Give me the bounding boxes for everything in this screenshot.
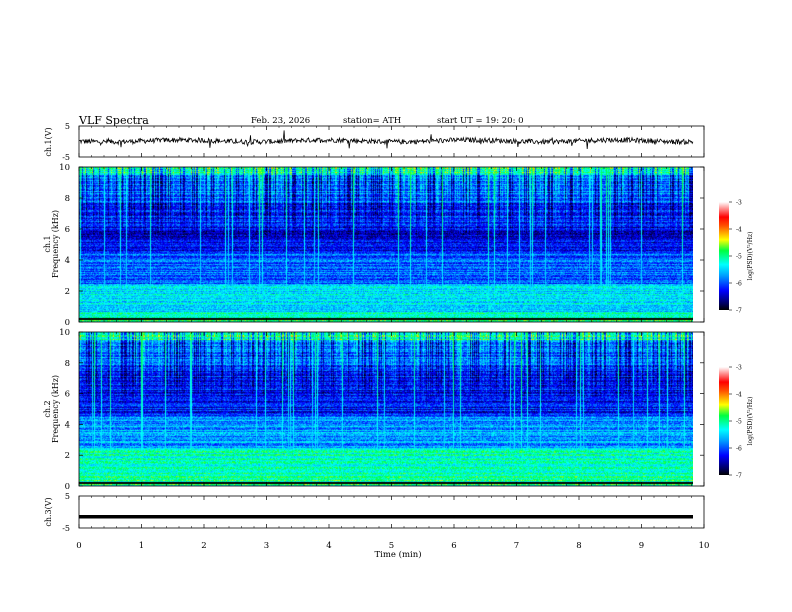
ch3-ylabel: ch.3(V) — [44, 497, 53, 526]
ch3-ytick-bottom: -5 — [62, 524, 70, 533]
date-label: Feb. 23, 2026 — [251, 116, 310, 126]
x-tick-label: 0 — [76, 541, 81, 551]
ch1-ytick-bottom: -5 — [62, 153, 70, 162]
freq-tick-label: 0 — [65, 318, 70, 328]
freq-tick-label: 4 — [65, 420, 70, 430]
colorbar-tick-label: -5 — [736, 419, 742, 426]
freq-tick-label: 2 — [65, 287, 70, 297]
freq-tick-label: 4 — [65, 256, 70, 266]
colorbar-tick-label: -4 — [736, 392, 742, 399]
freq-tick-label: 6 — [65, 390, 70, 400]
ch3-ytick-top: 5 — [65, 492, 70, 501]
colorbar-tick-label: -4 — [736, 227, 742, 234]
station-label: station= ATH — [343, 116, 401, 126]
x-tick-label: 4 — [326, 541, 331, 551]
colorbar-tick-label: -7 — [736, 308, 742, 315]
ch2-colorbar-label: log(PSD)(V²/Hz) — [747, 397, 754, 446]
x-tick-label: 5 — [389, 541, 394, 551]
ch3-waveform-panel: 5 -5 ch.3(V) — [44, 492, 705, 533]
x-axis-label: Time (min) — [374, 549, 421, 560]
freq-tick-label: 0 — [65, 482, 70, 492]
ch2-spectrogram-panel: 0 2 4 6 8 10 ch.2 Frequency (kHz) — [43, 328, 705, 492]
ch1-spec-ylabel2: Frequency (kHz) — [51, 210, 60, 278]
figure-title: VLF Spectra — [78, 114, 149, 127]
ch2-colorbar: -3 -4 -5 -6 -7 log(PSD)(V²/Hz) — [719, 365, 754, 480]
ch1-waveform-trace — [78, 130, 694, 150]
ch1-colorbar: -3 -4 -5 -6 -7 log(PSD)(V²/Hz) — [719, 200, 754, 315]
ch1-spectrogram-image — [79, 167, 693, 322]
x-tick-label: 8 — [576, 541, 581, 551]
ch1-spec-ylabel: ch.1 — [43, 235, 52, 252]
ch2-spec-ylabel2: Frequency (kHz) — [51, 375, 60, 443]
ch1-spectrogram-panel: 0 2 4 6 8 10 ch.1 Frequency (kHz) — [43, 163, 705, 328]
x-axis: 0 1 2 3 4 5 6 7 8 9 10 — [76, 126, 709, 551]
ch2-spectrogram-image — [79, 332, 693, 486]
x-tick-label: 10 — [699, 541, 710, 551]
x-tick-label: 6 — [451, 541, 456, 551]
x-tick-label: 9 — [639, 541, 644, 551]
freq-tick-label: 2 — [65, 451, 70, 461]
freq-tick-label: 6 — [65, 225, 70, 235]
ch1-ylabel: ch.1(V) — [44, 127, 53, 156]
colorbar-tick-label: -3 — [736, 365, 742, 372]
colorbar-tick-label: -3 — [736, 200, 742, 207]
x-tick-label: 7 — [514, 541, 519, 551]
ch1-colorbar-label: log(PSD)(V²/Hz) — [747, 232, 754, 281]
colorbar-tick-label: -6 — [736, 281, 742, 288]
colorbar-tick-label: -6 — [736, 446, 742, 453]
start-time-label: start UT = 19: 20: 0 — [437, 116, 524, 126]
ch1-waveform-panel: 5 -5 ch.1(V) — [44, 122, 705, 162]
colorbar-tick-label: -5 — [736, 254, 742, 261]
freq-tick-label: 10 — [59, 328, 70, 338]
freq-tick-label: 8 — [65, 359, 70, 369]
freq-tick-label: 10 — [59, 163, 70, 173]
x-tick-label: 2 — [201, 541, 206, 551]
colorbar-tick-label: -7 — [736, 473, 742, 480]
x-tick-label: 1 — [139, 541, 144, 551]
ch2-spec-ylabel: ch.2 — [43, 400, 52, 417]
x-tick-label: 3 — [264, 541, 269, 551]
ch1-ytick-top: 5 — [65, 122, 70, 131]
freq-tick-label: 8 — [65, 194, 70, 204]
